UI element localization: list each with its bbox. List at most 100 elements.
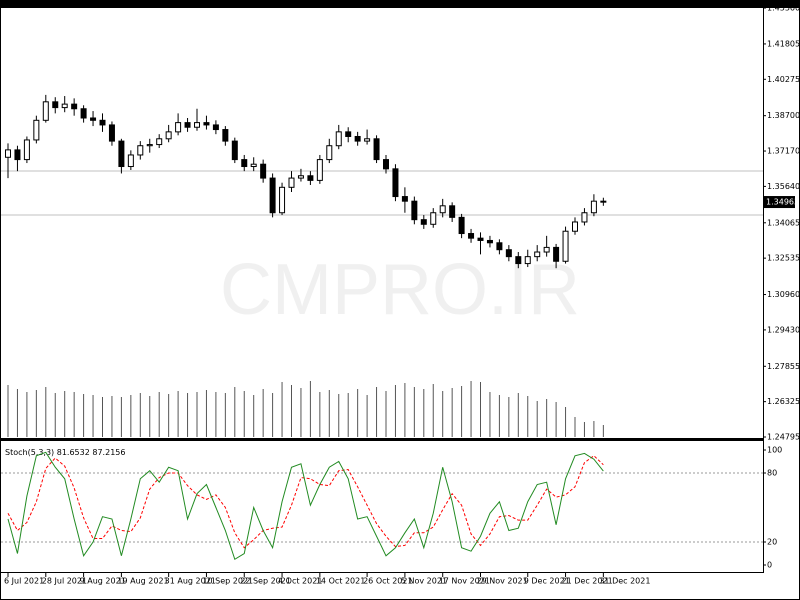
candle-body: [364, 138, 371, 142]
y-tick-label: 1.37170: [767, 147, 800, 156]
candle-body: [108, 124, 115, 142]
candle-body: [90, 117, 97, 121]
y-tick-label: 1.24795: [767, 433, 800, 442]
candle-body: [486, 239, 493, 244]
stoch-y-tick-label: 80: [767, 469, 777, 478]
candle-body: [581, 212, 588, 223]
x-tick-label: 28 Jul 2021: [42, 577, 87, 586]
x-tick-label: 22 Sep 2021: [240, 577, 291, 586]
candle-body: [411, 200, 418, 221]
candle-body: [5, 149, 11, 158]
candle-body: [23, 139, 30, 161]
candle-body: [590, 200, 597, 214]
y-tick-label: 1.43360: [767, 4, 800, 13]
candle-body: [222, 129, 229, 142]
candle-body: [212, 124, 219, 131]
candle-body: [524, 256, 531, 265]
candle-body: [33, 119, 40, 141]
candle-body: [14, 149, 21, 161]
x-tick-label: 29 Nov 2021: [477, 577, 528, 586]
candle-body: [420, 219, 427, 225]
candle-body: [165, 131, 172, 140]
x-tick-label: 21 Dec 2021: [562, 577, 613, 586]
price-axis: [764, 8, 799, 599]
candle-body: [194, 122, 200, 128]
current-price-tag: [764, 196, 795, 209]
candle-body: [80, 108, 87, 119]
candle-body: [127, 154, 134, 168]
candle-body: [345, 131, 352, 137]
stoch-name: Stoch(5,3,3): [5, 448, 54, 457]
candle-body: [156, 138, 163, 146]
candle-body: [553, 246, 560, 262]
candle-body: [354, 135, 361, 142]
price-panel: [1, 8, 763, 438]
candle-body: [430, 212, 437, 225]
candle-body: [307, 175, 314, 181]
stoch-k-line: [7, 451, 604, 561]
candle-body: [458, 216, 465, 235]
candle-body: [600, 200, 607, 203]
candle-body: [118, 140, 125, 168]
stoch-label: Stoch(5,3,3) 81.6532 87.2156: [5, 448, 125, 457]
y-tick-label: 1.30960: [767, 290, 800, 299]
stoch-panel: [1, 441, 763, 572]
x-tick-label: 26 Oct 2021: [363, 577, 412, 586]
candle-body: [184, 122, 191, 128]
y-tick-label: 1.27855: [767, 362, 800, 371]
time-axis: [1, 573, 764, 599]
candle-body: [496, 242, 503, 251]
x-tick-label: 10 Sep 2021: [202, 577, 253, 586]
x-tick-label: 9 Dec 2021: [524, 577, 570, 586]
candle-body: [515, 256, 522, 265]
stoch-k-last: 81.6532: [57, 448, 90, 457]
candle-body: [137, 145, 144, 156]
current-price-label: 1.34963: [766, 198, 799, 207]
candle-body: [61, 103, 68, 109]
x-tick-label: 19 Aug 2021: [117, 577, 168, 586]
candle-body: [316, 159, 323, 181]
y-tick-label: 1.40275: [767, 75, 800, 84]
candle-body: [562, 230, 569, 262]
candle-body: [175, 122, 182, 133]
candle-body: [231, 140, 238, 161]
candle-body: [477, 237, 484, 241]
x-tick-label: 17 Nov 2021: [439, 577, 490, 586]
candle-body: [52, 101, 59, 109]
candle-body: [42, 101, 49, 121]
x-tick-label: 6 Jul 2021: [4, 577, 44, 586]
candle-body: [449, 205, 456, 218]
candle-body: [279, 186, 286, 214]
candle-body: [297, 175, 304, 179]
candle-body: [99, 119, 106, 126]
candle-body: [468, 233, 475, 239]
candle-body: [373, 138, 380, 161]
candle-body: [572, 221, 578, 232]
candle-body: [269, 177, 276, 214]
x-tick-label: 5 Nov 2021: [401, 577, 447, 586]
stoch-y-tick-label: 20: [767, 538, 777, 547]
x-tick-label: 31 Aug 2021: [165, 577, 216, 586]
x-tick-label: 4 Oct 2021: [278, 577, 322, 586]
candle-body: [241, 159, 248, 168]
y-tick-label: 1.29430: [767, 325, 800, 334]
candle-body: [505, 249, 512, 258]
candle-body: [71, 103, 78, 110]
candle-body: [326, 145, 333, 161]
y-tick-label: 1.34065: [767, 218, 800, 227]
x-tick-label: 14 Oct 2021: [316, 577, 365, 586]
y-tick-label: 1.26325: [767, 397, 800, 406]
candle-body: [146, 144, 153, 147]
y-tick-label: 1.32535: [767, 254, 800, 263]
candle-body: [534, 251, 541, 258]
candle-body: [250, 163, 257, 168]
stoch-y-tick-label: 0: [767, 561, 772, 570]
candle-body: [335, 131, 342, 147]
y-tick-label: 1.35640: [767, 182, 800, 191]
x-tick-label: 9 Aug 2021: [80, 577, 126, 586]
candle-body: [203, 122, 210, 126]
candle-body: [401, 196, 408, 202]
candle-body: [288, 177, 295, 188]
candle-body: [439, 205, 446, 214]
